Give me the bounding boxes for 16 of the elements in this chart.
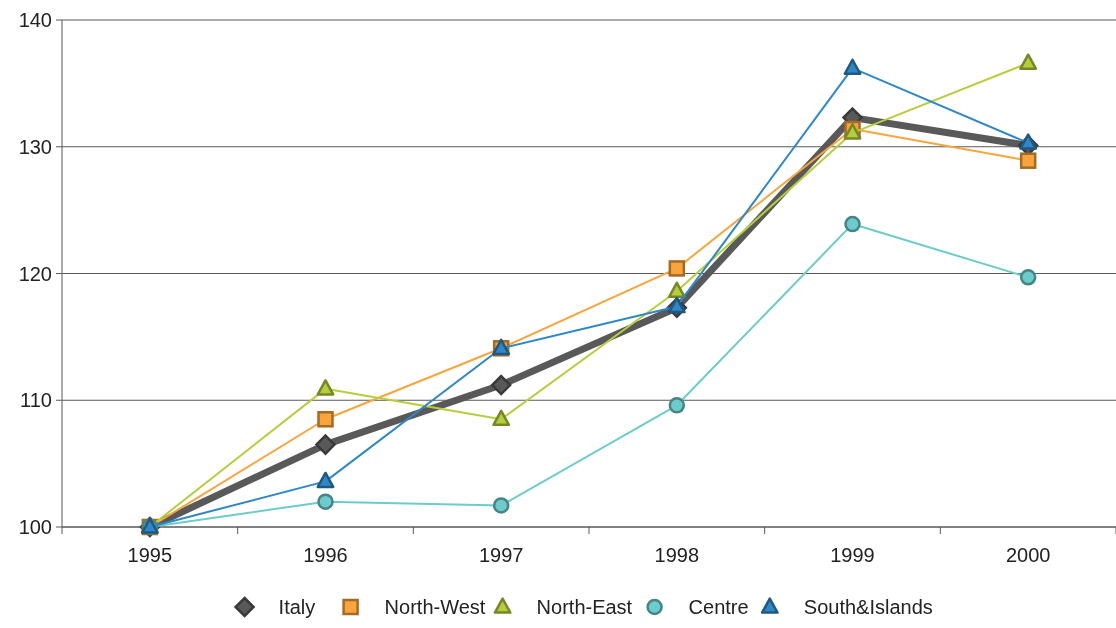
x-tick-label: 1998 — [654, 544, 700, 566]
y-tick-label: 120 — [18, 262, 52, 285]
x-tick-label: 1996 — [303, 544, 348, 566]
y-tick-label: 140 — [18, 9, 52, 31]
legend-label: Italy — [278, 596, 316, 618]
y-tick-label: 100 — [18, 516, 52, 538]
legend-label: North-West — [384, 596, 486, 618]
legend-label: North-East — [536, 596, 633, 618]
y-tick-label: 110 — [20, 389, 52, 412]
x-tick-label: 1997 — [478, 544, 524, 566]
y-tick-label: 130 — [18, 135, 52, 158]
legend-label: South&Islands — [803, 596, 933, 618]
legend-label: Centre — [688, 596, 749, 618]
x-tick-label: 1995 — [127, 544, 173, 566]
x-tick-label: 2000 — [1005, 544, 1051, 566]
x-tick-label: 1999 — [830, 544, 875, 566]
